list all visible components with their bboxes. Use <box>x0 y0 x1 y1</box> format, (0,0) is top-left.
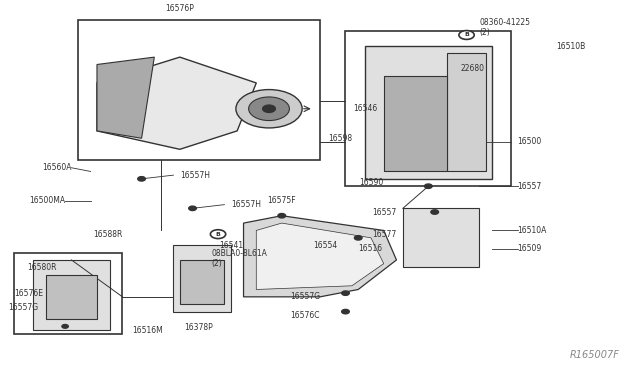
Text: 08BLA0-8L61A
(2): 08BLA0-8L61A (2) <box>212 249 268 268</box>
Text: B: B <box>464 32 469 38</box>
Text: 16541: 16541 <box>220 241 244 250</box>
Polygon shape <box>403 208 479 267</box>
Text: 16516: 16516 <box>358 244 382 253</box>
FancyBboxPatch shape <box>447 54 486 171</box>
Text: 16557: 16557 <box>372 208 396 217</box>
Text: 16560A: 16560A <box>42 163 72 172</box>
Circle shape <box>459 31 474 39</box>
Bar <box>46 275 97 319</box>
Polygon shape <box>244 216 396 297</box>
Text: 16510B: 16510B <box>556 42 585 51</box>
Text: 16576P: 16576P <box>165 4 195 13</box>
Bar <box>384 76 447 171</box>
Circle shape <box>262 105 275 112</box>
Circle shape <box>342 310 349 314</box>
Text: 16557H: 16557H <box>231 200 260 209</box>
Text: 16500: 16500 <box>518 137 542 147</box>
Text: 16378P: 16378P <box>184 323 213 332</box>
Text: 16546: 16546 <box>353 104 378 113</box>
Circle shape <box>248 97 289 121</box>
Circle shape <box>342 291 349 295</box>
Circle shape <box>211 230 226 238</box>
Circle shape <box>424 184 432 188</box>
Text: 16598: 16598 <box>328 134 352 143</box>
Text: R165007F: R165007F <box>570 350 620 360</box>
Polygon shape <box>256 223 384 289</box>
Text: 16590: 16590 <box>360 178 384 187</box>
Text: 16500MA: 16500MA <box>29 196 65 205</box>
Circle shape <box>355 235 362 240</box>
Text: 16516M: 16516M <box>132 326 163 335</box>
Circle shape <box>189 206 196 211</box>
Text: 16557G: 16557G <box>8 304 38 312</box>
Text: 16576E: 16576E <box>14 289 43 298</box>
Circle shape <box>278 214 285 218</box>
Text: 08360-41225
(2): 08360-41225 (2) <box>479 18 531 37</box>
Text: 16575F: 16575F <box>268 196 296 205</box>
Text: 16576C: 16576C <box>291 311 320 320</box>
Circle shape <box>62 324 68 328</box>
Text: 16588R: 16588R <box>93 230 122 239</box>
Text: 16509: 16509 <box>518 244 542 253</box>
Bar <box>180 260 225 304</box>
Circle shape <box>138 177 145 181</box>
Text: 16557G: 16557G <box>290 292 320 301</box>
Circle shape <box>236 90 302 128</box>
Text: 16554: 16554 <box>314 241 338 250</box>
Polygon shape <box>33 260 109 330</box>
Text: 16510A: 16510A <box>518 226 547 235</box>
Polygon shape <box>97 57 256 149</box>
Text: B: B <box>216 232 221 237</box>
Polygon shape <box>97 57 154 138</box>
Text: 16577: 16577 <box>372 230 396 239</box>
Text: 16580R: 16580R <box>27 263 56 272</box>
Polygon shape <box>173 245 231 312</box>
Text: 16557: 16557 <box>518 182 542 191</box>
Text: 16557H: 16557H <box>180 171 210 180</box>
FancyBboxPatch shape <box>365 46 492 179</box>
Text: 22680: 22680 <box>460 64 484 73</box>
Circle shape <box>431 210 438 214</box>
